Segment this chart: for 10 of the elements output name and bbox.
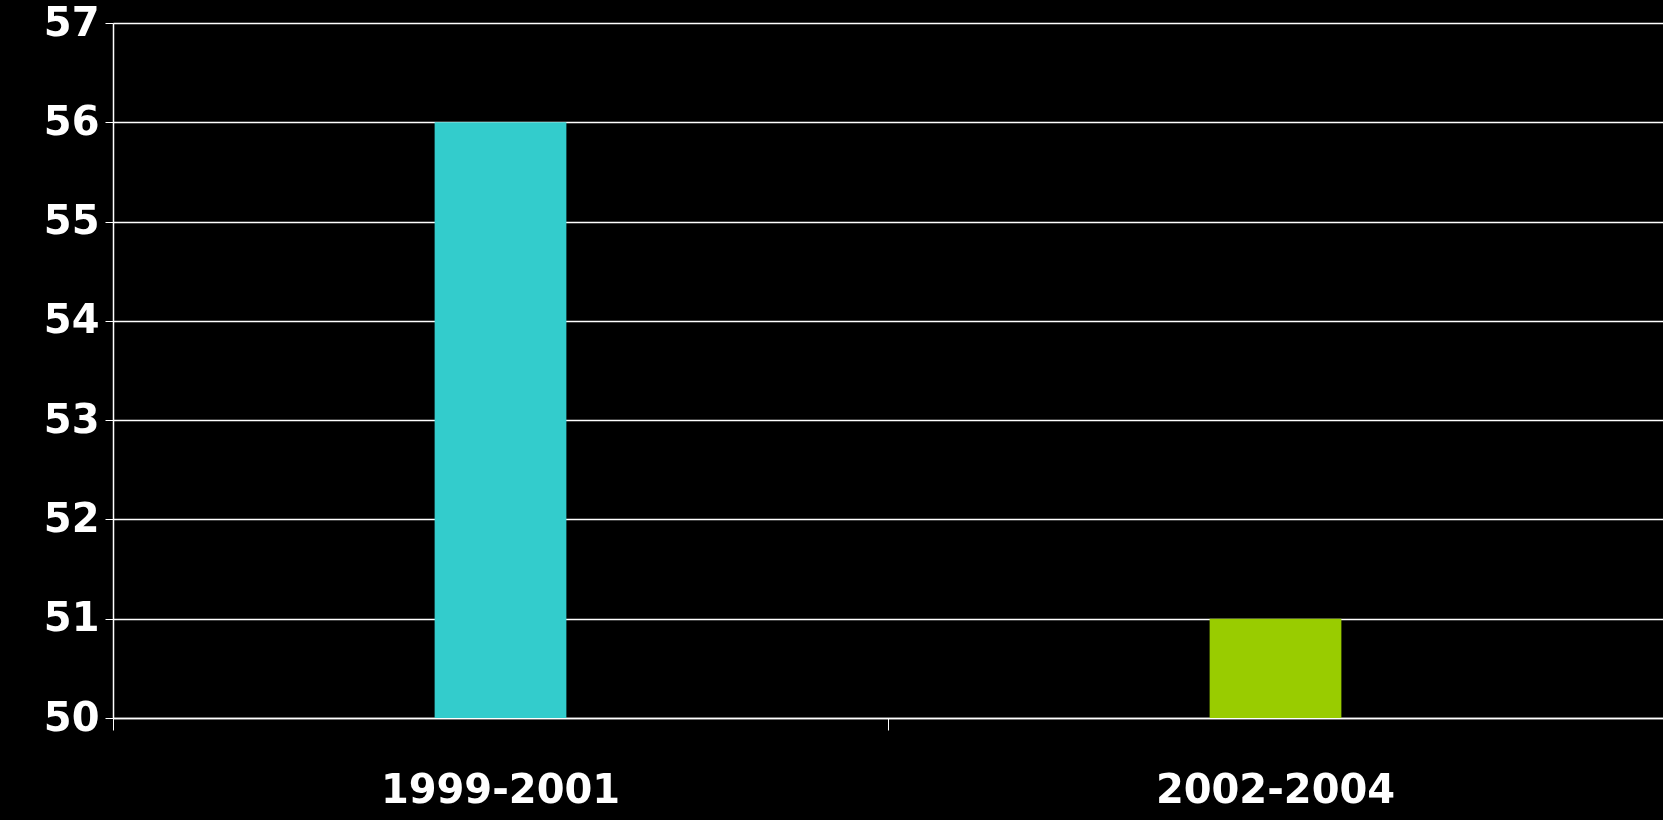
y-tick-label: 52 xyxy=(43,494,100,541)
y-tick-label: 51 xyxy=(43,594,100,641)
y-tick-label: 57 xyxy=(43,0,100,45)
y-tick-label: 54 xyxy=(43,296,100,343)
y-tick-label: 55 xyxy=(43,197,100,244)
y-tick-label: 53 xyxy=(43,395,100,442)
y-tick-label: 50 xyxy=(43,693,100,740)
x-tick-label: 2002-2004 xyxy=(1155,765,1396,812)
x-tick-label: 1999-2001 xyxy=(380,765,621,812)
y-tick-label: 56 xyxy=(43,97,100,144)
